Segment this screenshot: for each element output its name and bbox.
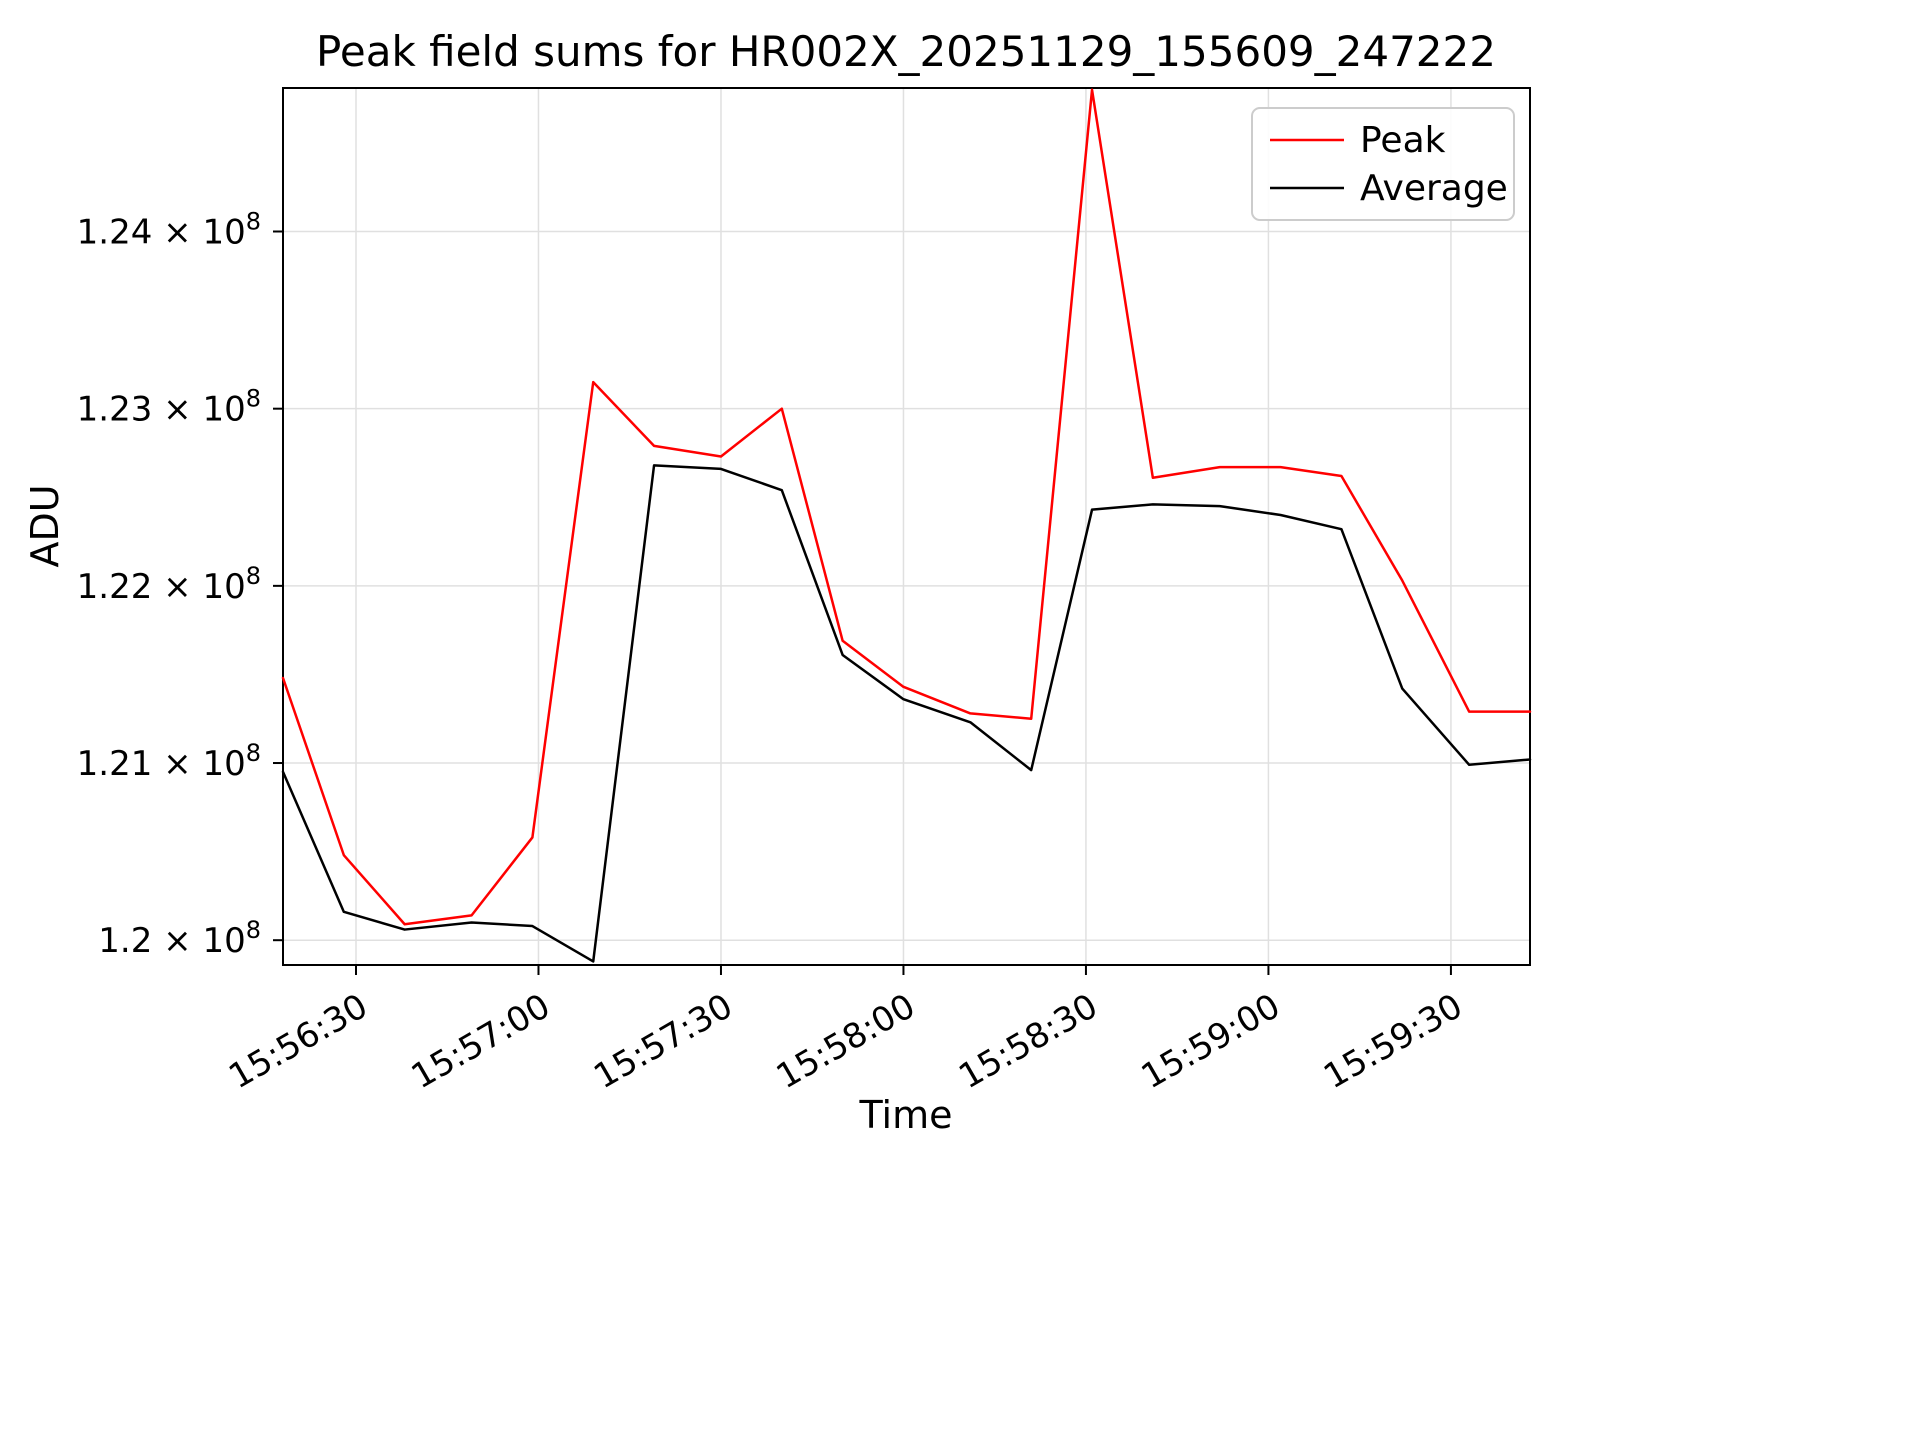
chart-title: Peak field sums for HR002X_20251129_1556… [316, 27, 1496, 76]
y-tick-label: 1.22 × 108 [77, 562, 261, 607]
grid-layer [283, 88, 1530, 965]
legend-entry-label: Average [1360, 168, 1508, 209]
legend: Peak Average [1251, 107, 1515, 221]
x-axis-label: Time [859, 1093, 953, 1137]
x-tick-label: 15:59:00 [1135, 986, 1287, 1097]
x-tick-label: 15:57:30 [587, 986, 739, 1097]
y-tick-label: 1.21 × 108 [77, 739, 261, 784]
average-line [281, 464, 1532, 963]
x-tick-label: 15:58:00 [770, 986, 922, 1097]
legend-box [1251, 107, 1515, 221]
plot-frame [282, 87, 1531, 966]
series-layer [281, 88, 1532, 963]
y-tick-label: 1.2 × 108 [98, 916, 261, 961]
legend-entry-label: Peak [1360, 120, 1446, 161]
y-tick-label: 1.23 × 108 [77, 385, 261, 430]
peak-line [281, 88, 1532, 926]
axis-layer: 15:56:30 15:57:00 15:57:30 15:58:00 15:58:30… [77, 208, 1470, 1098]
y-tick-label: 1.24 × 108 [77, 208, 261, 253]
x-tick-label: 15:59:30 [1317, 986, 1469, 1097]
x-tick-label: 15:58:30 [952, 986, 1104, 1097]
x-tick-label: 15:57:00 [405, 986, 557, 1097]
x-tick-label: 15:56:30 [222, 986, 374, 1097]
y-axis-label: ADU [23, 484, 67, 567]
